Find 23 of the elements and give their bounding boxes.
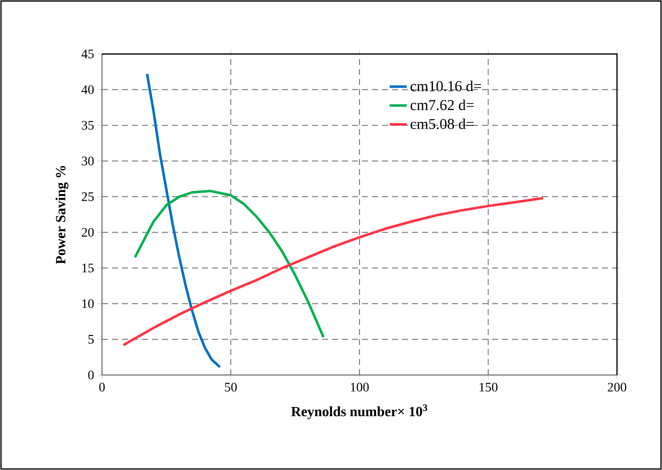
y-tick-label: 25: [82, 192, 94, 202]
legend-label: cm10.16 d=: [410, 80, 482, 92]
y-tick-label: 0: [88, 370, 94, 380]
y-tick-label: 45: [81, 50, 94, 58]
y-tick-label: 30: [82, 156, 94, 166]
y-tick-label: 35: [82, 120, 94, 130]
line-series: [146, 72, 222, 368]
y-tick-label: 5: [88, 334, 94, 344]
x-tick-label: 200: [608, 382, 626, 392]
x-tick-label: 100: [350, 382, 369, 392]
x-axis-title: Reynolds number× 10$^{3}$: [291, 404, 428, 420]
y-axis-title: Power Saving %: [56, 166, 68, 264]
line-series: [122, 196, 544, 346]
y-tick-label: 40: [81, 85, 94, 94]
line-series: [134, 190, 325, 338]
x-tick-label: 150: [480, 382, 498, 392]
x-tick-label: 0: [99, 382, 105, 392]
y-tick-label: 15: [82, 264, 94, 272]
legend-label: cm7.62 d=: [410, 100, 474, 110]
legend-label: cm5.08 d=: [410, 118, 474, 130]
y-tick-label: 20: [82, 228, 94, 237]
x-tick-label: 50: [225, 382, 237, 392]
y-tick-label: 10: [82, 299, 94, 308]
